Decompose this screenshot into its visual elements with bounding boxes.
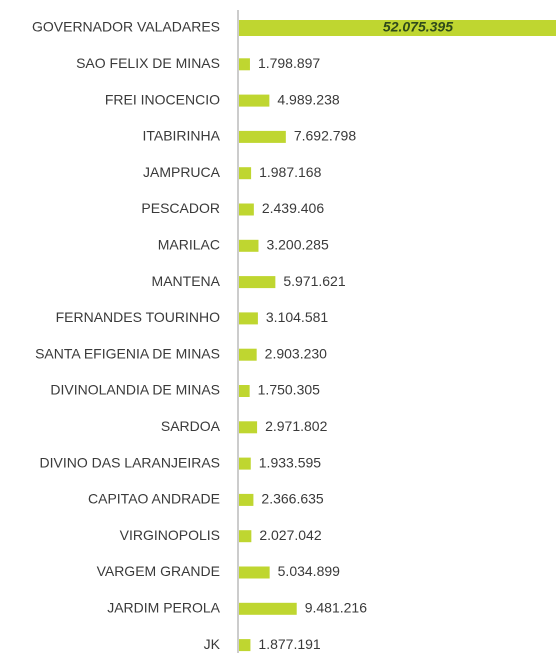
- category-label: ITABIRINHA: [142, 128, 220, 144]
- value-label: 1.877.191: [258, 636, 320, 652]
- category-label: MARILAC: [158, 237, 220, 253]
- category-label: MANTENA: [152, 273, 221, 289]
- category-label: FREI INOCENCIO: [105, 91, 220, 107]
- bar: [239, 530, 252, 543]
- value-label: 7.692.798: [294, 128, 356, 144]
- category-label: PESCADOR: [141, 200, 220, 216]
- category-label: JK: [204, 636, 221, 652]
- bar: [239, 312, 258, 325]
- category-label: JARDIM PEROLA: [107, 600, 220, 616]
- bar: [239, 94, 270, 107]
- value-label: 5.971.621: [283, 273, 345, 289]
- category-label: VIRGINOPOLIS: [120, 527, 220, 543]
- category-label: SAO FELIX DE MINAS: [76, 55, 220, 71]
- bar: [239, 457, 251, 470]
- category-label: DIVINOLANDIA DE MINAS: [50, 382, 220, 398]
- category-label: JAMPRUCA: [143, 164, 221, 180]
- value-label: 1.987.168: [259, 164, 321, 180]
- bar: [239, 130, 286, 143]
- bar: [239, 203, 254, 216]
- bar: [239, 348, 257, 361]
- bar: [239, 58, 250, 71]
- bar: [239, 276, 276, 289]
- value-label: 2.903.230: [265, 345, 327, 361]
- bar: [239, 167, 252, 180]
- category-label: GOVERNADOR VALADARES: [32, 19, 220, 35]
- value-label: 3.104.581: [266, 309, 328, 325]
- value-label: 1.750.305: [258, 382, 320, 398]
- value-label: 2.439.406: [262, 200, 324, 216]
- bar: [239, 385, 250, 397]
- bar: [239, 20, 556, 36]
- value-label: 4.989.238: [277, 91, 339, 107]
- category-label: VARGEM GRANDE: [97, 563, 220, 579]
- category-label: FERNANDES TOURINHO: [56, 309, 221, 325]
- value-label: 52.075.395: [383, 19, 453, 35]
- bar: [239, 239, 259, 252]
- bar: [239, 493, 254, 506]
- value-label: 1.933.595: [259, 454, 321, 470]
- bar: [239, 602, 297, 615]
- value-label: 9.481.216: [305, 600, 367, 616]
- category-label: DIVINO DAS LARANJEIRAS: [40, 454, 221, 470]
- value-label: 2.366.635: [261, 491, 323, 507]
- bar: [239, 639, 251, 652]
- category-label: SARDOA: [161, 418, 221, 434]
- value-label: 5.034.899: [278, 563, 340, 579]
- category-label: CAPITAO ANDRADE: [88, 491, 220, 507]
- bar: [239, 421, 258, 434]
- category-label: SANTA EFIGENIA DE MINAS: [35, 345, 220, 361]
- value-label: 3.200.285: [266, 237, 328, 253]
- value-label: 2.971.802: [265, 418, 327, 434]
- bar: [239, 566, 270, 579]
- value-label: 2.027.042: [259, 527, 321, 543]
- value-label: 1.798.897: [258, 55, 320, 71]
